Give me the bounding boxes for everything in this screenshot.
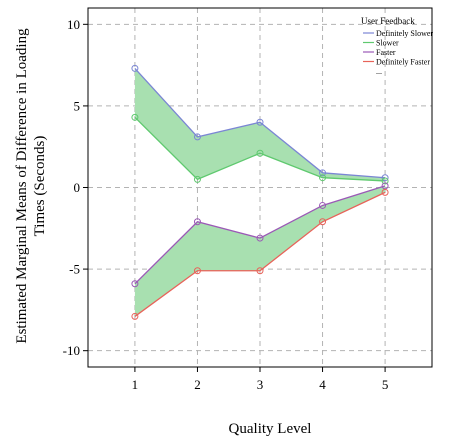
y-tick-label: -5 (69, 262, 80, 277)
x-tick-label: 5 (382, 377, 389, 392)
data-point-definitely-slower (381, 174, 389, 182)
y-tick-label: 10 (67, 17, 80, 32)
data-point-slower (381, 177, 389, 185)
y-tick-label: -10 (63, 343, 80, 358)
legend-entry: Definitely Faster (376, 58, 430, 67)
legend-entry: Faster (376, 48, 396, 57)
legend-entry: Definitely Slower (376, 29, 433, 38)
data-point-definitely-faster (256, 267, 264, 275)
y-tick-label: 5 (74, 98, 81, 113)
y-tick-label: 0 (74, 180, 81, 195)
data-point-definitely-slower (319, 169, 327, 177)
data-point-faster (319, 201, 327, 209)
data-point-definitely-faster (193, 267, 201, 275)
y-axis-title-line1: Estimated Marginal Means of Difference i… (14, 28, 30, 344)
band-fill (134, 68, 386, 181)
x-tick-label: 4 (319, 377, 326, 392)
y-axis-title: Estimated Marginal Means of Difference i… (14, 28, 48, 344)
legend-entry: Slower (376, 39, 399, 48)
data-point-slower (131, 113, 139, 121)
data-point-definitely-slower (131, 64, 139, 72)
data-point-slower (319, 174, 327, 182)
data-point-definitely-slower (193, 133, 201, 141)
series-line-faster (134, 185, 386, 285)
axes (83, 7, 433, 372)
data-point-definitely-faster (131, 312, 139, 320)
series-line-definitely-slower (134, 67, 386, 179)
legend-title: User Feedback (361, 16, 415, 26)
legend-entry: ... (376, 67, 382, 76)
x-tick-label: 2 (194, 377, 201, 392)
tick-labels: -10 -5 0 5 10 1 2 3 4 5 (63, 17, 389, 392)
legend: User Feedback Definitely SlowerSlowerFas… (361, 16, 433, 76)
y-axis-title-line2: Times (Seconds) (32, 136, 48, 237)
series-markers (131, 64, 389, 320)
data-point-definitely-slower (256, 118, 264, 126)
data-point-definitely-faster (381, 188, 389, 196)
data-point-faster (256, 234, 264, 242)
series-lines (134, 67, 386, 317)
series-line-slower (134, 116, 386, 182)
series-line-definitely-faster (134, 191, 386, 317)
x-axis-title: Quality Level (229, 421, 312, 437)
x-tick-label: 1 (132, 377, 139, 392)
data-point-faster (131, 280, 139, 288)
data-point-slower (193, 175, 201, 183)
data-point-faster (381, 182, 389, 190)
x-tick-label: 3 (257, 377, 264, 392)
data-point-faster (193, 218, 201, 226)
data-point-definitely-faster (319, 218, 327, 226)
data-point-slower (256, 149, 264, 157)
